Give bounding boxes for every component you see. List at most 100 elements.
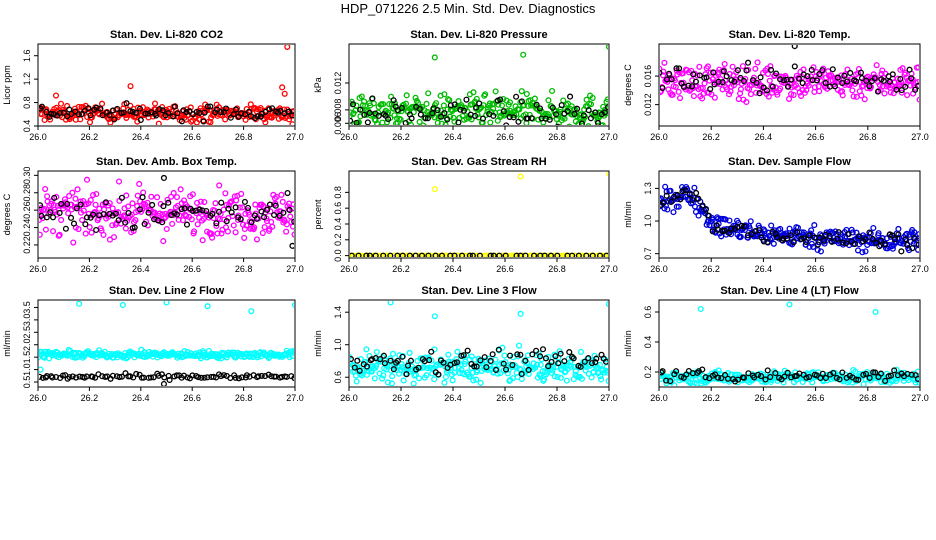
data-point [839,239,846,246]
data-point [109,205,116,212]
data-point [164,196,171,203]
data-point [397,116,404,123]
data-point [276,212,283,219]
data-point [177,186,184,193]
data-point [914,375,919,382]
data-point [504,252,511,257]
data-point [440,359,447,366]
data-point [808,227,815,234]
data-point [106,200,113,207]
data-point [902,83,909,90]
data-point [402,119,409,125]
data-point [166,376,173,384]
data-point [165,110,172,117]
data-point [866,229,873,236]
data-point [566,123,572,125]
data-point [220,372,227,379]
data-point [557,350,564,357]
data-point [396,352,403,359]
data-point [136,180,143,188]
data-point [747,218,754,225]
data-point [575,252,582,257]
outlier-point [204,303,211,310]
data-point [745,370,752,377]
data-point [39,212,45,219]
data-point [487,357,494,365]
x-tick-label: 26.0 [340,264,358,274]
data-point [147,374,154,381]
data-point [501,352,508,359]
data-point [87,197,94,204]
data-point [290,201,294,208]
y-tick-label: 0.2 [643,366,653,379]
data-point [537,353,544,360]
y-tick-label: 0.28 [22,184,32,202]
data-point [901,369,908,376]
data-point [72,195,79,202]
data-point [93,104,100,111]
data-point [386,101,393,108]
data-point [406,252,413,257]
data-point [366,109,373,117]
data-point [813,77,820,84]
data-point [400,377,407,384]
x-tick-label: 26.0 [650,393,668,403]
data-point [49,214,57,221]
data-point [434,107,441,114]
x-tick-label: 26.0 [340,393,358,403]
data-point [788,76,795,83]
data-point [551,373,558,380]
data-point [96,205,103,212]
data-point [866,83,873,90]
data-point [738,222,745,229]
data-point [809,379,816,386]
x-tick-label: 26.2 [392,393,410,403]
data-point [863,77,870,84]
data-point [822,79,829,87]
data-point [222,116,229,123]
data-point [739,63,746,70]
data-point [136,105,144,112]
data-point [762,376,769,383]
data-point [355,252,362,257]
data-point [450,114,457,121]
data-point [391,100,398,107]
data-point [416,118,423,125]
data-point [598,376,605,383]
data-point [571,110,578,117]
data-point [196,206,203,213]
data-point [702,71,709,78]
data-point [79,217,86,224]
data-point [471,356,478,363]
data-point [764,238,771,246]
data-point [273,193,280,200]
data-point [387,252,394,257]
data-point [916,96,919,103]
data-point [88,229,95,236]
data-point [696,63,703,70]
data-point [871,75,878,82]
plot-frame [658,170,921,259]
data-point [144,199,151,206]
data-point [831,83,838,90]
data-point [827,371,834,378]
data-point [402,100,410,107]
outlier-point [281,90,288,97]
data-point [836,376,843,383]
x-tick-label: 26.8 [235,132,253,142]
data-point [110,234,118,241]
data-point [547,252,555,257]
data-point [660,369,665,376]
data-point [671,382,678,386]
data-point [872,369,879,376]
data-point [73,205,80,212]
data-point [533,101,540,108]
data-point [916,379,919,386]
data-point [685,82,692,89]
data-point [857,69,864,76]
data-point [845,231,852,238]
y-tick-label: 0.012 [643,93,653,116]
data-point [62,225,69,232]
data-point [399,252,406,257]
data-point [218,230,225,237]
